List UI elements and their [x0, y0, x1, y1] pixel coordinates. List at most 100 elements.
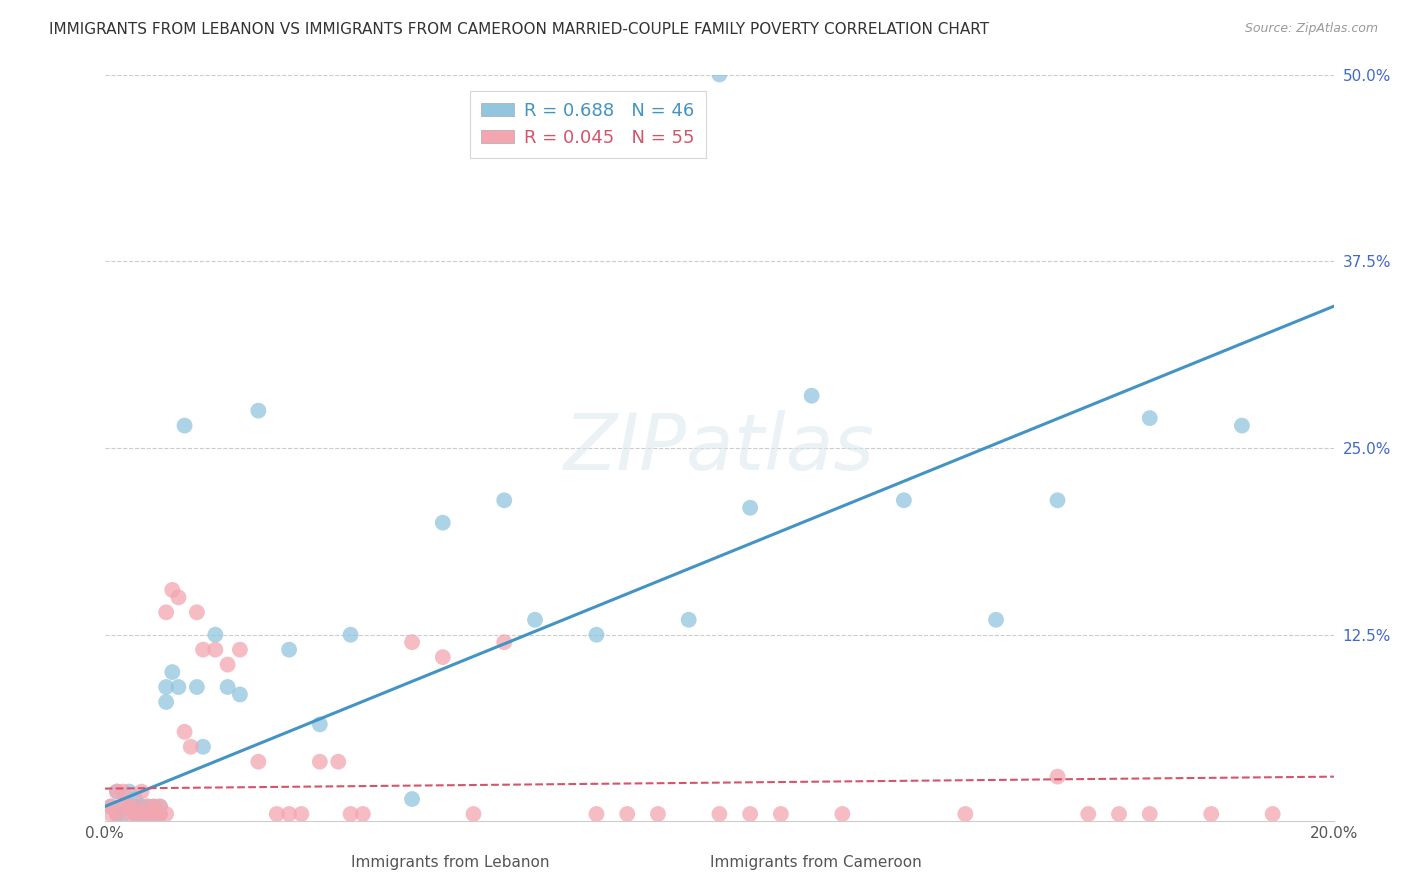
Point	[769, 807, 792, 822]
Text: ZIPatlas: ZIPatlas	[564, 410, 875, 486]
Point	[616, 807, 638, 822]
Point	[1077, 807, 1099, 822]
Point	[494, 635, 516, 649]
Point	[191, 642, 214, 657]
Point	[136, 807, 159, 822]
Text: Immigrants from Lebanon: Immigrants from Lebanon	[350, 855, 550, 870]
Point	[180, 739, 202, 754]
Point	[155, 605, 177, 619]
Point	[401, 635, 423, 649]
Point	[100, 807, 122, 822]
Point	[1046, 493, 1069, 508]
Point	[984, 613, 1007, 627]
Point	[136, 799, 159, 814]
Point	[831, 807, 853, 822]
Point	[162, 582, 184, 597]
Point	[112, 784, 135, 798]
Point	[740, 500, 762, 515]
Point	[204, 628, 226, 642]
Point	[186, 680, 208, 694]
Point	[524, 613, 547, 627]
Legend: R = 0.688   N = 46, R = 0.045   N = 55: R = 0.688 N = 46, R = 0.045 N = 55	[470, 91, 706, 158]
Point	[142, 799, 165, 814]
Text: IMMIGRANTS FROM LEBANON VS IMMIGRANTS FROM CAMEROON MARRIED-COUPLE FAMILY POVERT: IMMIGRANTS FROM LEBANON VS IMMIGRANTS FR…	[49, 22, 990, 37]
Point	[1261, 807, 1284, 822]
Point	[173, 724, 195, 739]
Point	[191, 739, 214, 754]
Point	[463, 807, 485, 822]
Point	[204, 642, 226, 657]
Point	[167, 680, 190, 694]
Point	[247, 755, 270, 769]
Point	[124, 807, 146, 822]
Point	[124, 807, 146, 822]
Point	[149, 799, 172, 814]
Point	[308, 717, 330, 731]
Point	[709, 68, 731, 82]
Point	[217, 680, 239, 694]
Point	[266, 807, 288, 822]
Point	[352, 807, 374, 822]
Point	[136, 799, 159, 814]
Point	[105, 784, 128, 798]
Point	[278, 807, 301, 822]
Point	[105, 807, 128, 822]
Point	[118, 807, 141, 822]
Point	[585, 807, 607, 822]
Point	[149, 807, 172, 822]
Point	[893, 493, 915, 508]
Point	[229, 688, 252, 702]
Point	[131, 799, 153, 814]
Point	[247, 403, 270, 417]
Point	[1230, 418, 1253, 433]
Point	[678, 613, 700, 627]
Point	[124, 799, 146, 814]
Point	[1139, 411, 1161, 425]
Point	[800, 389, 823, 403]
Point	[585, 628, 607, 642]
Point	[647, 807, 669, 822]
Point	[173, 418, 195, 433]
Point	[112, 799, 135, 814]
Point	[278, 642, 301, 657]
Point	[100, 799, 122, 814]
Point	[118, 799, 141, 814]
Point	[740, 807, 762, 822]
Point	[105, 807, 128, 822]
Point	[401, 792, 423, 806]
Text: Immigrants from Cameroon: Immigrants from Cameroon	[710, 855, 921, 870]
Point	[112, 799, 135, 814]
Point	[118, 799, 141, 814]
Point	[118, 784, 141, 798]
Point	[162, 665, 184, 679]
Point	[339, 807, 361, 822]
Point	[955, 807, 977, 822]
Point	[339, 628, 361, 642]
Point	[149, 799, 172, 814]
Point	[142, 799, 165, 814]
Point	[1199, 807, 1222, 822]
Point	[112, 807, 135, 822]
Point	[105, 784, 128, 798]
Point	[494, 493, 516, 508]
Point	[186, 605, 208, 619]
Point	[432, 650, 454, 665]
Point	[1046, 770, 1069, 784]
Point	[136, 807, 159, 822]
Point	[432, 516, 454, 530]
Point	[124, 792, 146, 806]
Point	[155, 680, 177, 694]
Point	[1108, 807, 1130, 822]
Point	[131, 784, 153, 798]
Point	[217, 657, 239, 672]
Point	[167, 591, 190, 605]
Point	[142, 807, 165, 822]
Point	[290, 807, 312, 822]
Point	[149, 807, 172, 822]
Point	[155, 807, 177, 822]
Point	[308, 755, 330, 769]
Point	[131, 807, 153, 822]
Point	[155, 695, 177, 709]
Point	[124, 799, 146, 814]
Point	[131, 807, 153, 822]
